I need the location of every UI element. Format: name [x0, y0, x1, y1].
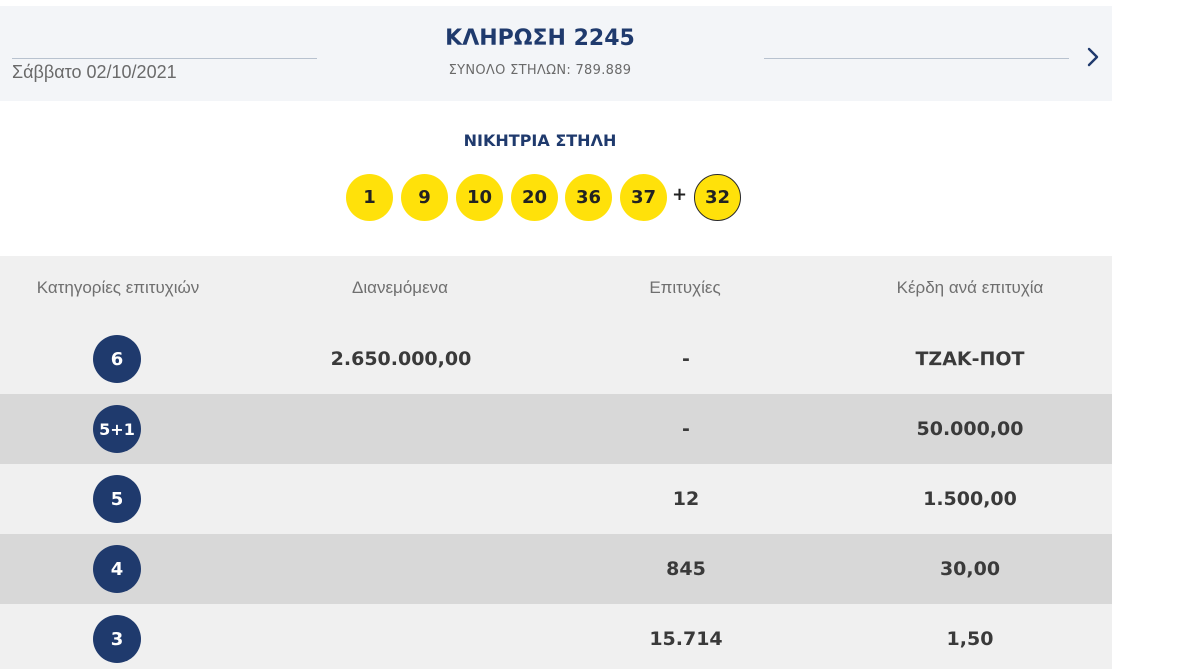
number-ball: 10: [456, 174, 503, 221]
winners-value: -: [682, 418, 690, 440]
chevron-right-icon: [1087, 47, 1099, 67]
prize-value: ΤΖΑΚ-ΠΟΤ: [915, 348, 1025, 370]
divider-left: [12, 58, 317, 59]
plus-sign: +: [672, 184, 688, 205]
table-row: 5 12 1.500,00: [0, 464, 1112, 534]
category-badge: 5+1: [93, 405, 141, 453]
winning-column-label: ΝΙΚΗΤΡΙΑ ΣΤΗΛΗ: [463, 131, 617, 150]
col-header-distributed: Διανεμόμενα: [352, 278, 448, 297]
divider-right: [764, 58, 1069, 59]
prize-value: 30,00: [939, 558, 1001, 580]
number-ball: 1: [346, 174, 393, 221]
next-draw-button[interactable]: [1082, 42, 1104, 72]
category-badge: 3: [93, 615, 141, 663]
draw-results-panel: Σάββατο 02/10/2021 ΚΛΗΡΩΣΗ 2245 ΣΥΝΟΛΟ Σ…: [0, 6, 1112, 669]
table-row: 3 15.714 1,50: [0, 604, 1112, 669]
number-ball: 20: [511, 174, 558, 221]
col-header-winners: Επιτυχίες: [649, 278, 721, 297]
distributed-value: 2.650.000,00: [330, 348, 472, 370]
table-header: Κατηγορίες επιτυχιών Διανεμόμενα Επιτυχί…: [0, 256, 1112, 324]
bonus-ball: 32: [694, 174, 741, 221]
winners-value: 845: [666, 558, 706, 580]
category-badge: 5: [93, 475, 141, 523]
prize-value: 1.500,00: [923, 488, 1017, 510]
number-ball: 9: [401, 174, 448, 221]
col-header-prize: Κέρδη ανά επιτυχία: [896, 278, 1044, 297]
winners-value: -: [682, 348, 690, 370]
draw-date: Σάββατο 02/10/2021: [12, 62, 177, 82]
total-columns: ΣΥΝΟΛΟ ΣΤΗΛΩΝ: 789.889: [448, 63, 632, 78]
table-row: 5+1 - 50.000,00: [0, 394, 1112, 464]
col-header-categories: Κατηγορίες επιτυχιών: [36, 278, 200, 297]
table-row: 4 845 30,00: [0, 534, 1112, 604]
prize-value: 1,50: [946, 628, 994, 650]
winners-value: 12: [672, 488, 700, 510]
category-badge: 6: [93, 335, 141, 383]
draw-title: ΚΛΗΡΩΣΗ 2245: [445, 26, 635, 51]
number-ball: 37: [620, 174, 667, 221]
table-row: 6 2.650.000,00 - ΤΖΑΚ-ΠΟΤ: [0, 324, 1112, 394]
draw-header: Σάββατο 02/10/2021 ΚΛΗΡΩΣΗ 2245 ΣΥΝΟΛΟ Σ…: [0, 6, 1112, 101]
prize-value: 50.000,00: [916, 418, 1024, 440]
winners-value: 15.714: [649, 628, 723, 650]
category-badge: 4: [93, 545, 141, 593]
number-ball: 36: [565, 174, 612, 221]
